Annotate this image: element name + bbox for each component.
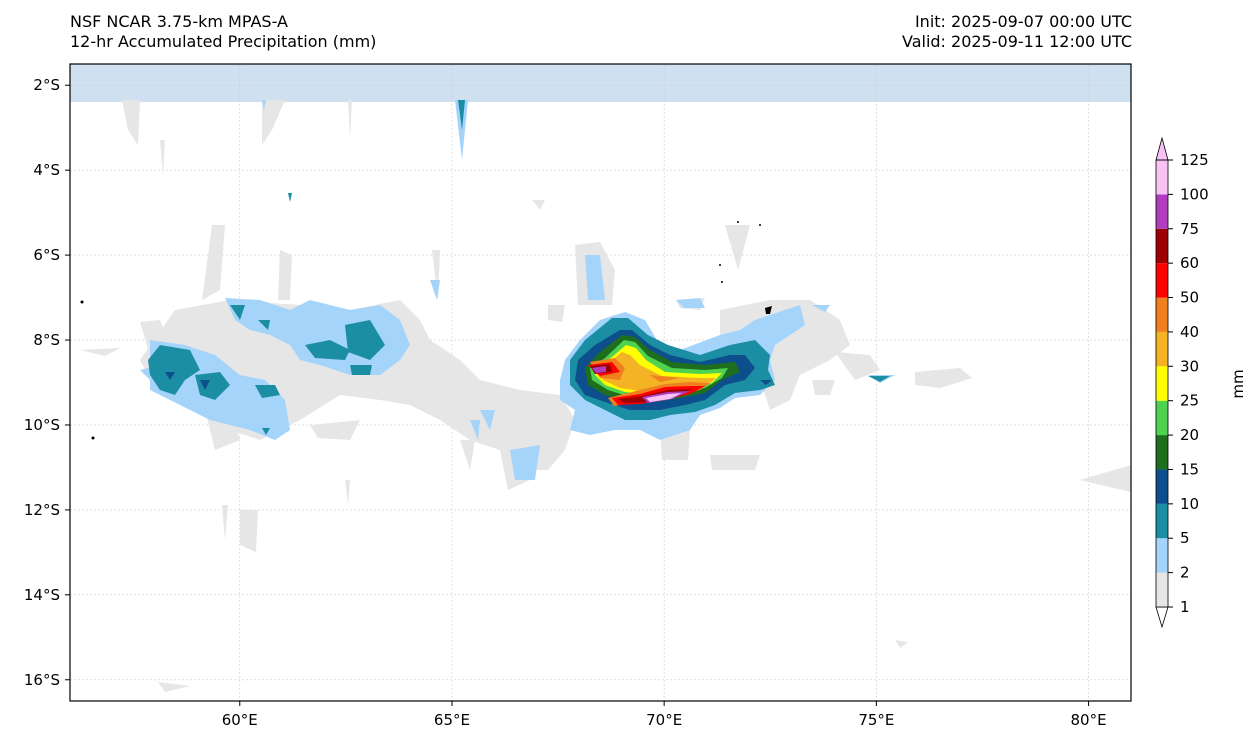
colorbar-segment xyxy=(1156,194,1168,229)
colorbar-label: 1 xyxy=(1180,598,1190,616)
lat-tick-label: 12°S xyxy=(24,501,60,519)
valid-time: Valid: 2025-09-11 12:00 UTC xyxy=(901,32,1132,51)
colorbar-frame xyxy=(1155,159,1169,608)
colorbar-extend-low xyxy=(1155,606,1169,629)
lat-tick-label: 16°S xyxy=(24,671,60,689)
lat-axis: 2°S 4°S 6°S 8°S 10°S 12°S 14°S 16°S xyxy=(24,76,70,689)
init-time: Init: 2025-09-07 00:00 UTC xyxy=(914,12,1132,31)
colorbar-segment xyxy=(1156,469,1168,504)
colorbar-label: 10 xyxy=(1180,495,1199,513)
colorbar-segment xyxy=(1156,538,1168,573)
lon-tick-label: 80°E xyxy=(1071,711,1107,729)
colorbar-label: 40 xyxy=(1180,323,1199,341)
colorbar-label: 2 xyxy=(1180,564,1190,582)
colorbar-segment xyxy=(1156,228,1168,264)
colorbar-label: 30 xyxy=(1180,357,1199,375)
colorbar-label: 25 xyxy=(1180,392,1199,410)
map-frame xyxy=(69,63,1132,702)
colorbar-label: 20 xyxy=(1180,426,1199,444)
colorbar-label: 5 xyxy=(1180,529,1190,547)
colorbar-label: 60 xyxy=(1180,254,1199,272)
colorbar-label: 15 xyxy=(1180,460,1199,478)
colorbar-segment xyxy=(1156,297,1168,332)
colorbar-segment xyxy=(1156,503,1168,539)
lat-tick-label: 6°S xyxy=(33,246,60,264)
precip-100-125mm xyxy=(646,393,682,402)
top-band xyxy=(70,64,1131,102)
colorbar-segment xyxy=(1156,263,1168,298)
precip-30-40mm xyxy=(600,352,716,391)
lat-tick-label: 10°S xyxy=(24,416,60,434)
lon-axis: 60°E 65°E 70°E 75°E 80°E xyxy=(222,701,1107,729)
colorbar-label: 125 xyxy=(1180,151,1209,169)
lat-tick-label: 4°S xyxy=(33,161,60,179)
colorbar-unit: mm xyxy=(1229,369,1247,398)
lon-tick-label: 70°E xyxy=(646,711,682,729)
title-right: Init: 2025-09-07 00:00 UTC Valid: 2025-0… xyxy=(902,12,1132,52)
lon-tick-label: 75°E xyxy=(858,711,894,729)
colorbar-label: 75 xyxy=(1180,220,1199,238)
model-name: NSF NCAR 3.75-km MPAS-A xyxy=(70,12,288,31)
colorbar-segment xyxy=(1156,366,1168,401)
lat-tick-label: 2°S xyxy=(33,76,60,94)
title-left: NSF NCAR 3.75-km MPAS-A 12-hr Accumulate… xyxy=(70,12,376,52)
colorbar-label: 50 xyxy=(1180,289,1199,307)
colorbar-label: 100 xyxy=(1180,185,1209,203)
colorbar-segment xyxy=(1156,435,1168,470)
lon-tick-label: 60°E xyxy=(222,711,258,729)
lat-tick-label: 8°S xyxy=(33,331,60,349)
colorbar-segment xyxy=(1156,331,1168,367)
field-name: 12-hr Accumulated Precipitation (mm) xyxy=(70,32,377,51)
colorbar-segment xyxy=(1156,160,1168,195)
coastlines xyxy=(80,221,772,440)
lat-tick-label: 14°S xyxy=(24,586,60,604)
colorbar-extend-high xyxy=(1155,136,1169,161)
map-area xyxy=(70,64,1131,701)
lon-tick-label: 65°E xyxy=(434,711,470,729)
colorbar-segment xyxy=(1156,572,1168,607)
colorbar-segment xyxy=(1156,400,1168,436)
